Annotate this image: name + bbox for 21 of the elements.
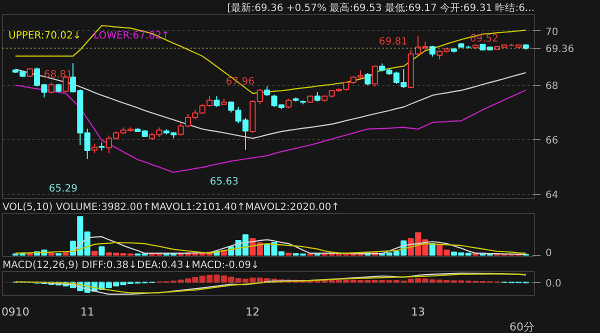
annotation: 69.81 [378,36,408,48]
annotation: 65.63 [210,176,239,188]
annotation: UPPER:70.02↓ [8,30,82,42]
y-tick-label: 64 [546,190,558,202]
annotation: 68.81 [44,70,73,80]
chart-title: VOL(5,10) VOLUME:3982.00↑MAVOL1:2101.40↑MAVOL2:2020.00↑ [2,202,340,213]
annotation: 65.29 [48,184,78,194]
x-tick-label: 0910 [1,306,30,318]
y-tick-label: 66 [546,136,558,147]
text: 0.0 [546,278,562,290]
chart-title: MACD(12,26,9) DIFF:0.38↓DEA:0.43↓MACD:-0.09↓ [2,260,260,271]
ref-line-label: 69.36 [546,44,574,56]
y-tick-label: 70 [546,26,558,38]
text: 0 [546,248,552,259]
x-tick-label: 11 [80,306,94,318]
x-tick-label: 13 [411,306,426,318]
text: 60分 [510,320,535,333]
annotation: 69.52 [470,34,499,44]
text: [最新:69.36 +0.57% 最高:69.53 最低:69.17 今开:69.31 昨结:6... [227,2,535,14]
y-tick-label: 68 [546,81,558,92]
x-tick-label: 12 [246,306,260,318]
